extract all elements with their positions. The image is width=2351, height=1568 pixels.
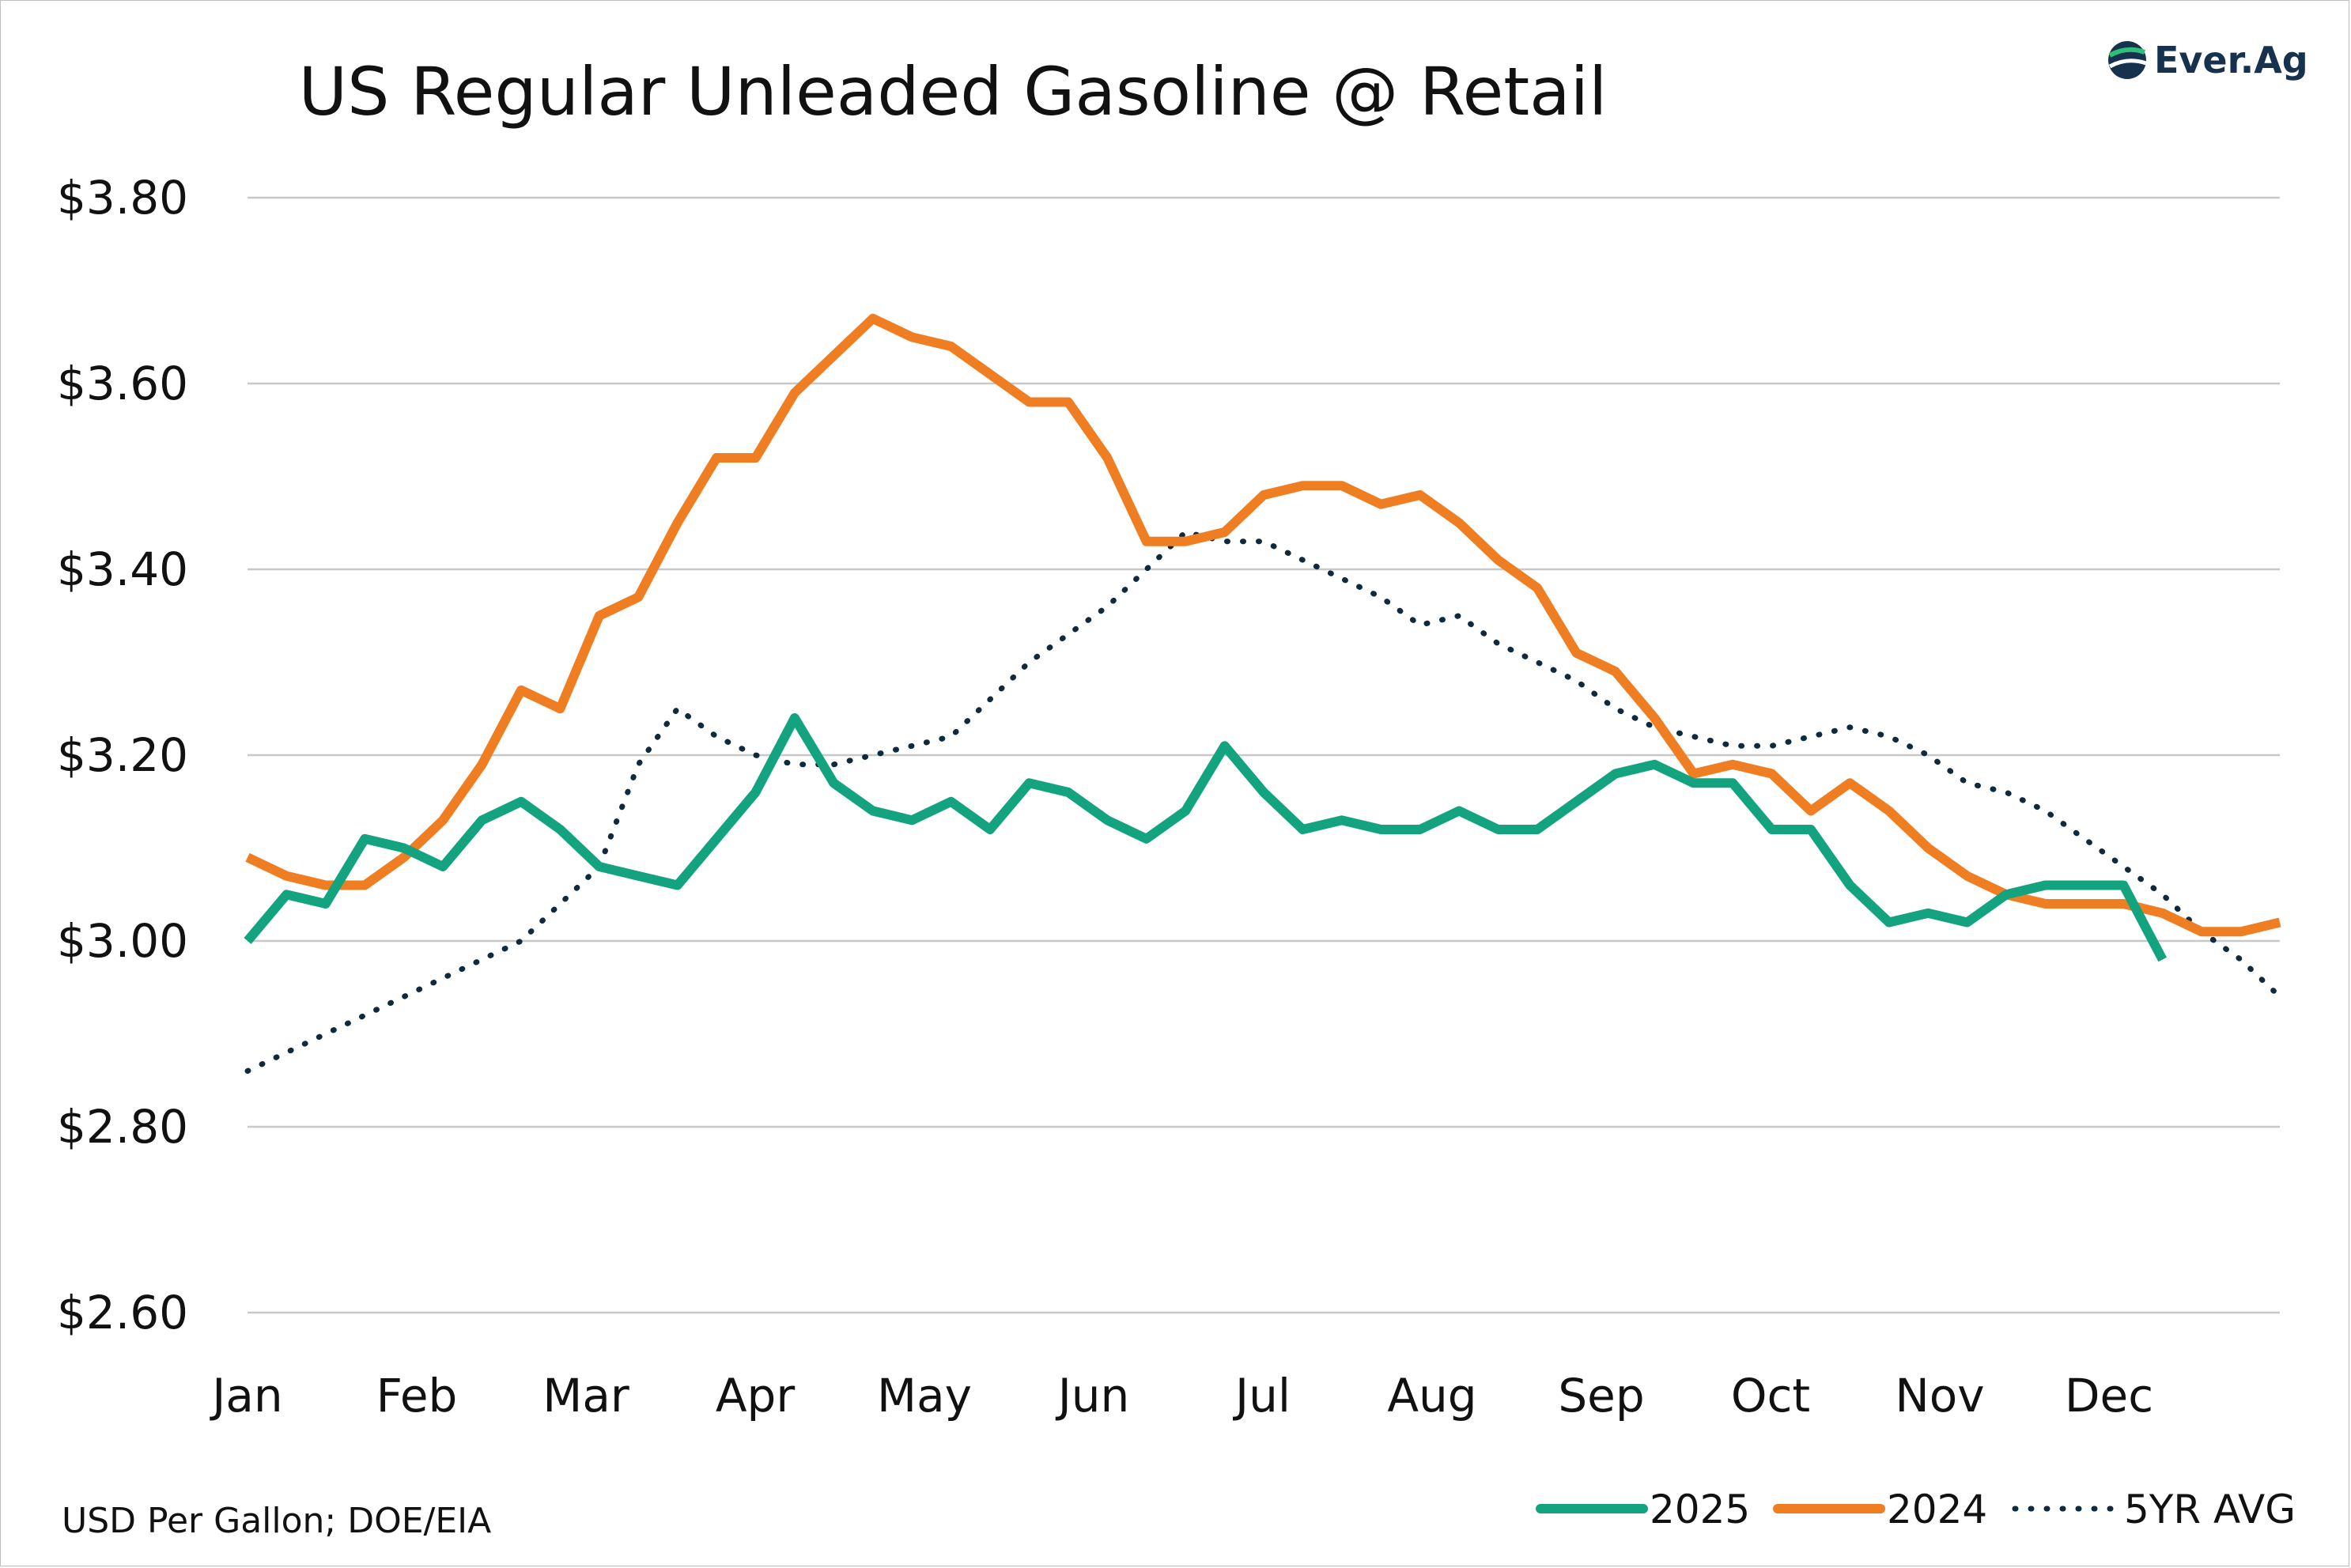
x-tick-label: Jun bbox=[1056, 1369, 1130, 1423]
legend-label: 2024 bbox=[1887, 1487, 1987, 1532]
source-note: USD Per Gallon; DOE/EIA bbox=[62, 1501, 491, 1541]
y-tick-label: $3.20 bbox=[57, 728, 188, 782]
x-tick-label: Jan bbox=[210, 1369, 282, 1423]
x-tick-label: Jul bbox=[1233, 1369, 1291, 1423]
x-tick-label: Nov bbox=[1895, 1369, 1984, 1423]
x-tick-label: May bbox=[877, 1369, 972, 1423]
brand-name: Ever.Ag bbox=[2154, 39, 2308, 81]
x-tick-label: Aug bbox=[1387, 1369, 1476, 1423]
y-tick-label: $3.00 bbox=[57, 914, 188, 968]
y-tick-label: $2.80 bbox=[57, 1100, 188, 1154]
legend-label: 2025 bbox=[1650, 1487, 1750, 1532]
y-tick-label: $2.60 bbox=[57, 1286, 188, 1339]
legend: 2025 2024 5YR AVG bbox=[1536, 1487, 2296, 1532]
x-axis-ticks: Jan Feb Mar Apr May Jun Jul Aug Sep Oct Nov Dec bbox=[210, 1369, 2153, 1423]
series-lines bbox=[244, 313, 2283, 1074]
legend-label: 5YR AVG bbox=[2124, 1487, 2296, 1532]
series-line-2024 bbox=[245, 313, 2281, 937]
x-tick-label: Dec bbox=[2065, 1369, 2153, 1423]
brand-logo: Ever.Ag bbox=[2108, 39, 2308, 81]
y-tick-label: $3.40 bbox=[57, 542, 188, 596]
x-tick-label: Sep bbox=[1558, 1369, 1644, 1423]
series-line-5yr-avg bbox=[244, 529, 2283, 1074]
y-tick-label: $3.80 bbox=[57, 171, 188, 225]
y-axis-ticks: $3.80 $3.60 $3.40 $3.20 $3.00 $2.80 $2.60 bbox=[57, 171, 188, 1339]
x-tick-label: Mar bbox=[542, 1369, 629, 1423]
series-line-2025 bbox=[244, 713, 2168, 962]
x-tick-label: Feb bbox=[376, 1369, 458, 1423]
y-tick-label: $3.60 bbox=[57, 357, 188, 410]
gridlines bbox=[248, 196, 2280, 1314]
chart-title: US Regular Unleaded Gasoline @ Retail bbox=[299, 53, 1608, 130]
x-tick-label: Apr bbox=[716, 1369, 795, 1423]
x-tick-label: Oct bbox=[1731, 1369, 1810, 1423]
